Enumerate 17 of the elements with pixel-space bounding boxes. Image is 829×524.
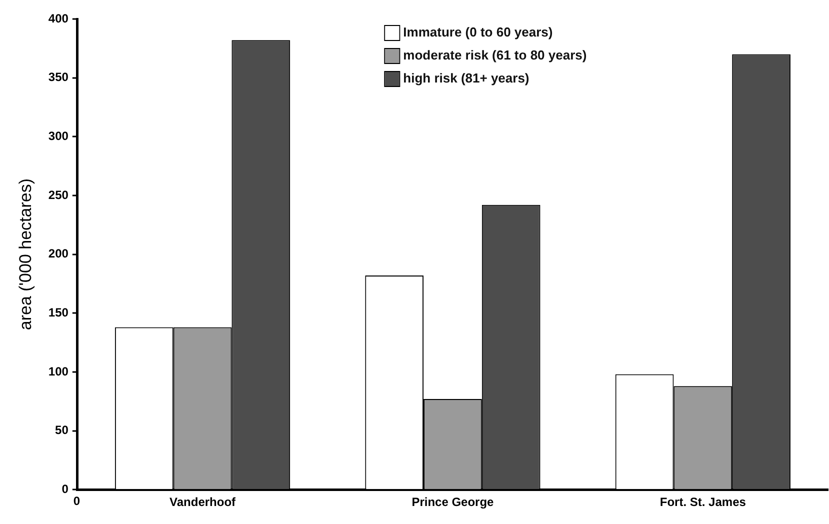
x-tick-label: Prince George <box>412 495 494 510</box>
y-tick-label: 0 <box>62 482 69 496</box>
x-tick-label: Fort. St. James <box>660 495 746 510</box>
y-tick-label: 200 <box>48 246 69 261</box>
y-tick-label: 100 <box>48 364 69 378</box>
x-tick-label: Vanderhoof <box>170 495 237 510</box>
legend-label: moderate risk (61 to 80 years) <box>403 48 587 63</box>
y-tick-label: 350 <box>48 70 69 84</box>
y-tick-label: 300 <box>48 128 69 143</box>
y-tick-label: 50 <box>55 423 69 438</box>
legend-label: high risk (81+ years) <box>403 70 530 86</box>
text: 0 <box>73 494 80 508</box>
y-axis-title: area ('000 hectares) <box>16 178 35 330</box>
y-tick-label: 250 <box>48 188 69 202</box>
legend-label: Immature (0 to 60 years) <box>403 24 553 40</box>
y-tick-label: 150 <box>48 305 69 320</box>
y-tick-label: 400 <box>48 11 69 26</box>
